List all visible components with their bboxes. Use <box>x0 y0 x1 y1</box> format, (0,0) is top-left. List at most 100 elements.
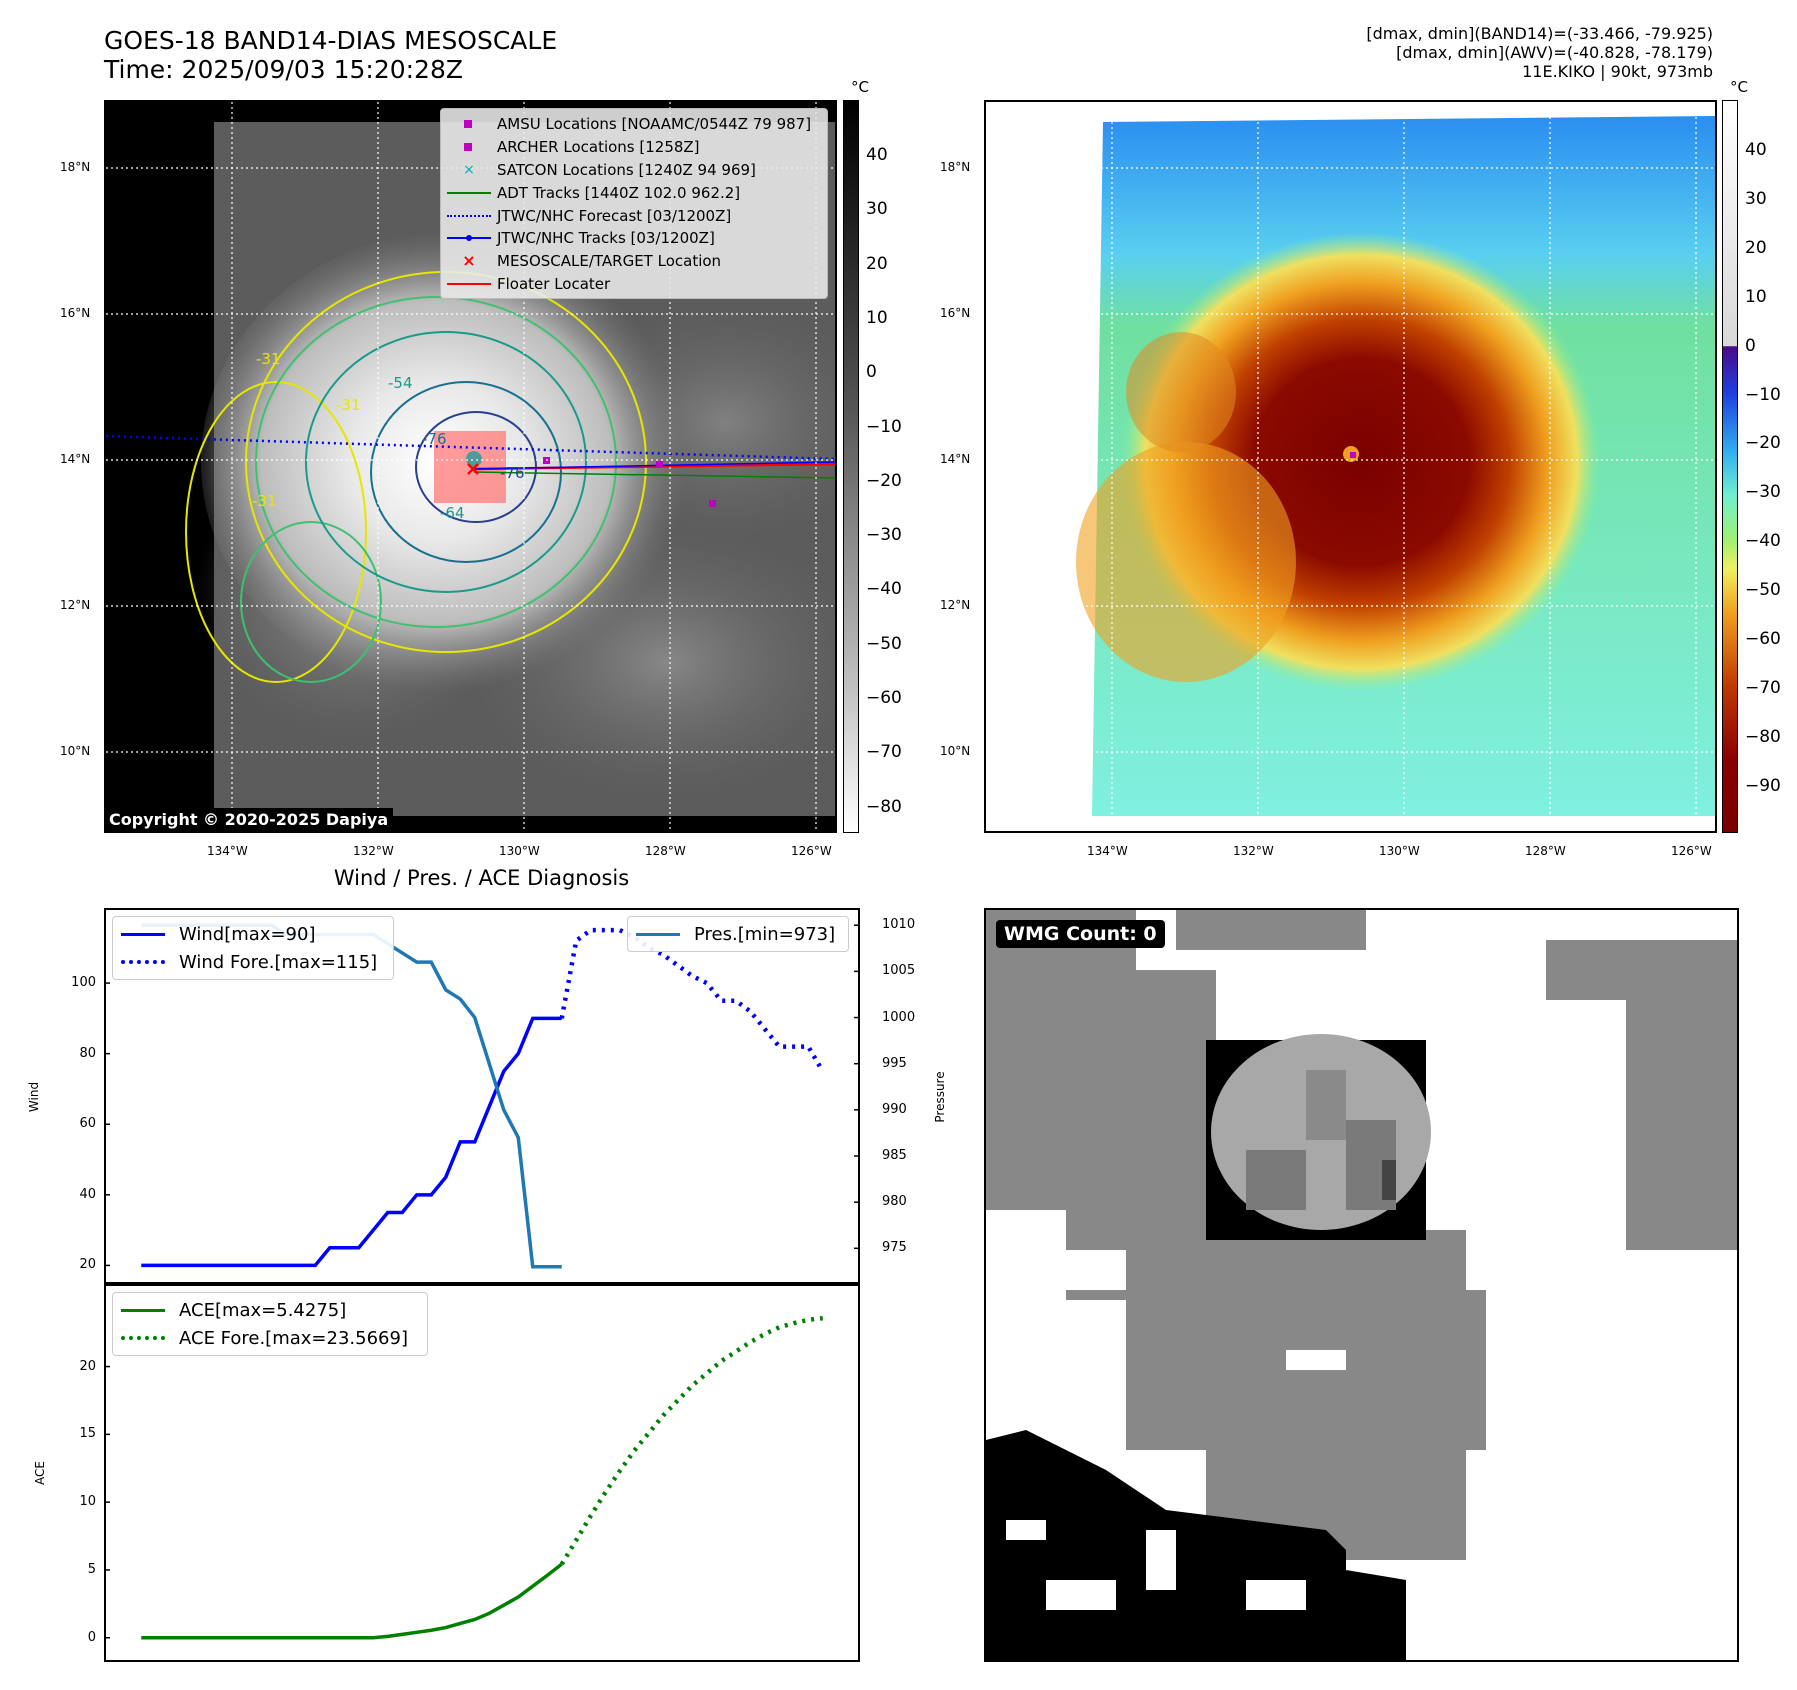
gray-colorbar-tick: −80 <box>866 796 902 817</box>
wind-tick: 20 <box>79 1257 96 1273</box>
lat-label: 14°N <box>60 452 91 466</box>
lat-label: 16°N <box>940 306 971 320</box>
contour-label: -31 <box>252 492 277 510</box>
main-title: GOES-18 BAND14-DIAS MESOSCALE Time: 2025… <box>104 26 557 84</box>
gray-colorbar-tick: −10 <box>866 416 902 437</box>
chart-title: Wind / Pres. / ACE Diagnosis <box>333 866 630 890</box>
legend-item-adt: ADT Tracks [1440Z 102.0 962.2] <box>447 181 821 204</box>
pressure-tick: 990 <box>882 1101 907 1117</box>
info-line-3: 11E.KIKO | 90kt, 973mb <box>1522 62 1713 81</box>
lat-label: 18°N <box>60 160 91 174</box>
lon-label: 134°W <box>1087 844 1128 858</box>
color-colorbar-tick: −30 <box>1745 482 1781 503</box>
legend-item-ace: ACE[max=5.4275] <box>121 1296 419 1324</box>
title-line-2: Time: 2025/09/03 15:20:28Z <box>104 55 463 84</box>
pressure-tick: 1000 <box>882 1009 916 1025</box>
color-colorbar-tick: −40 <box>1745 531 1781 552</box>
lat-label: 14°N <box>940 452 971 466</box>
title-line-1: GOES-18 BAND14-DIAS MESOSCALE <box>104 26 558 55</box>
color-colorbar-tick: 0 <box>1745 335 1756 356</box>
legend-item-amsu: AMSU Locations [NOAAMC/0544Z 79 987] <box>447 113 821 136</box>
wind-tick: 100 <box>71 975 96 991</box>
wind-axis-label: Wind <box>27 1081 41 1113</box>
enhanced-map-image <box>986 102 1715 831</box>
wind-tick: 80 <box>79 1045 96 1061</box>
gray-colorbar-tick: −70 <box>866 742 902 763</box>
lon-label: 126°W <box>791 844 832 858</box>
color-colorbar-unit: °C <box>1730 78 1748 96</box>
ace-legend: ACE[max=5.4275] ACE Fore.[max=23.5669] <box>112 1292 428 1356</box>
lon-label: 128°W <box>1525 844 1566 858</box>
ace-axis-label: ACE <box>33 1461 47 1485</box>
lon-label: 132°W <box>353 844 394 858</box>
contour-label: -54 <box>388 374 413 392</box>
gray-colorbar-tick: −60 <box>866 688 902 708</box>
ace-tick: 15 <box>79 1426 96 1442</box>
info-block: [dmax, dmin](BAND14)=(-33.466, -79.925) … <box>1366 24 1713 81</box>
gray-colorbar-tick: −40 <box>866 579 902 600</box>
contour-label: -31 <box>256 350 281 368</box>
wmg-panel: WMG Count: 0 <box>984 908 1739 1662</box>
lon-label: 134°W <box>207 844 248 858</box>
color-colorbar-tick: 20 <box>1745 237 1767 258</box>
series-line <box>141 1016 562 1268</box>
lon-label: 126°W <box>1671 844 1712 858</box>
legend-item-pressure: Pres.[min=973] <box>636 920 840 948</box>
pressure-tick: 985 <box>882 1148 907 1163</box>
gray-colorbar-tick: 30 <box>866 199 888 220</box>
wind-tick: 60 <box>79 1116 96 1132</box>
info-line-1: [dmax, dmin](BAND14)=(-33.466, -79.925) <box>1366 24 1713 43</box>
contour-label: -31 <box>336 396 361 414</box>
gray-colorbar-tick: 10 <box>866 307 888 328</box>
pressure-tick: 1005 <box>882 963 916 979</box>
wmg-count-badge: WMG Count: 0 <box>996 920 1165 948</box>
lon-label: 130°W <box>1379 844 1420 858</box>
wmg-image <box>986 910 1737 1660</box>
copyright-label: Copyright © 2020-2025 Dapiya <box>104 808 394 831</box>
legend-item-satcon: × SATCON Locations [1240Z 94 969] <box>463 160 756 179</box>
series-line <box>141 1562 563 1640</box>
pressure-tick: 980 <box>882 1194 907 1210</box>
color-colorbar-tick: −50 <box>1745 580 1781 601</box>
lat-label: 10°N <box>60 744 91 758</box>
ace-tick: 10 <box>79 1494 96 1510</box>
gray-colorbar-tick: −30 <box>866 525 902 546</box>
lat-label: 12°N <box>940 598 971 612</box>
color-colorbar-tick: −60 <box>1745 629 1781 649</box>
color-colorbar-tick: 40 <box>1745 140 1767 160</box>
ace-tick: 5 <box>87 1561 96 1577</box>
lat-label: 18°N <box>940 160 971 174</box>
ace-tick: 0 <box>87 1629 96 1645</box>
contour-label: -64 <box>440 504 465 522</box>
color-colorbar-tick: 10 <box>1745 286 1767 307</box>
info-line-2: [dmax, dmin](AWV)=(-40.828, -78.179) <box>1396 43 1713 62</box>
pressure-axis-label: Pressure <box>933 1071 947 1123</box>
wind-legend: Wind[max=90] Wind Fore.[max=115] <box>112 916 394 980</box>
lon-label: 132°W <box>1233 844 1274 858</box>
gray-colorbar <box>843 100 859 833</box>
enhanced-map-panel <box>984 100 1717 833</box>
gray-colorbar-tick: 0 <box>866 362 877 383</box>
lon-label: 130°W <box>499 844 540 858</box>
gray-colorbar-tick: 40 <box>866 145 888 165</box>
gray-colorbar-unit: °C <box>851 78 869 96</box>
legend-item-forecast: JTWC/NHC Forecast [03/1200Z] <box>447 204 821 227</box>
gray-colorbar-tick: −20 <box>866 470 902 491</box>
color-colorbar-tick: 30 <box>1745 188 1767 209</box>
lon-label: 128°W <box>645 844 686 858</box>
gray-colorbar-tick: −50 <box>866 633 902 654</box>
pressure-legend: Pres.[min=973] <box>627 916 849 952</box>
wind-tick: 40 <box>79 1186 96 1202</box>
lat-label: 10°N <box>940 744 971 758</box>
color-colorbar <box>1722 100 1738 833</box>
lat-label: 12°N <box>60 598 91 612</box>
lat-label: 16°N <box>60 306 91 320</box>
pressure-tick: 975 <box>882 1240 907 1256</box>
legend-item-tracks: JTWC/NHC Tracks [03/1200Z] <box>447 227 821 250</box>
color-colorbar-tick: −70 <box>1745 677 1781 698</box>
color-colorbar-tick: −90 <box>1745 775 1781 796</box>
ace-tick: 20 <box>79 1358 96 1374</box>
legend-item-wind-forecast: Wind Fore.[max=115] <box>121 948 385 976</box>
pressure-tick: 1010 <box>882 917 916 933</box>
legend-item-archer: ARCHER Locations [1258Z] <box>447 136 821 159</box>
